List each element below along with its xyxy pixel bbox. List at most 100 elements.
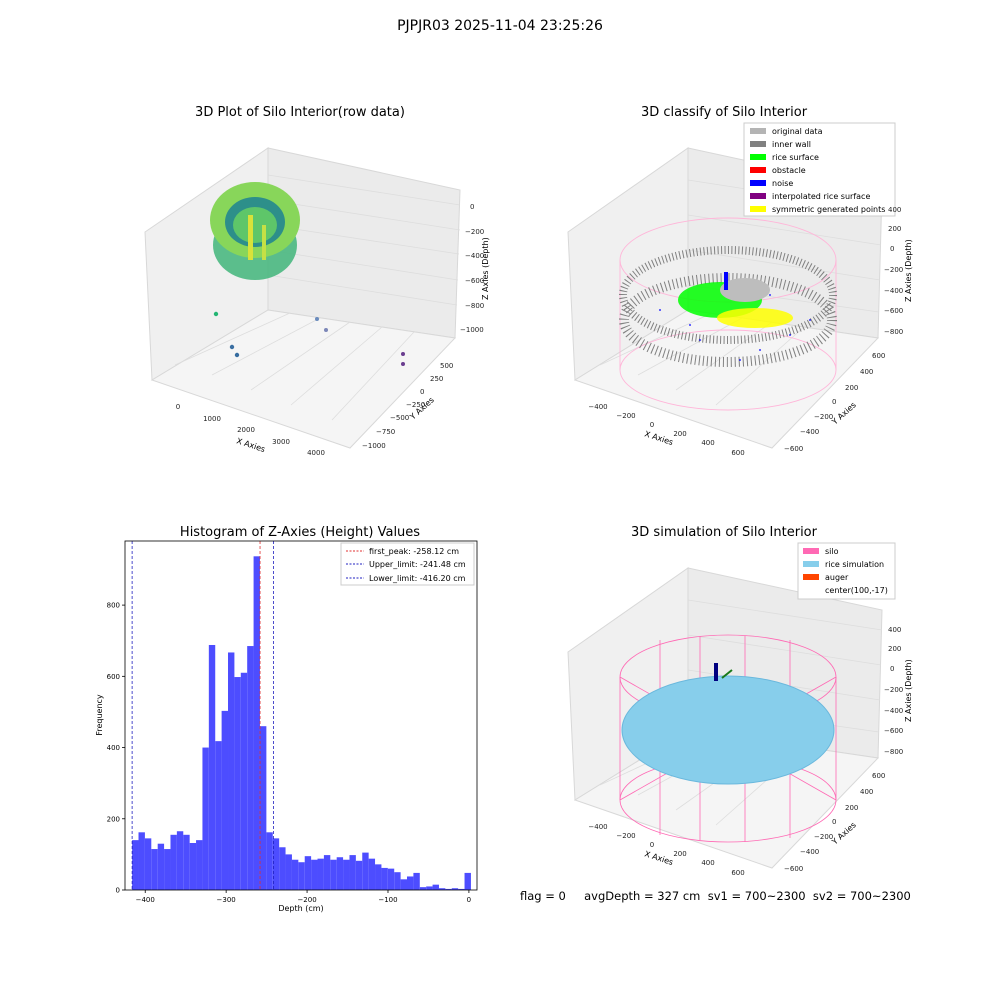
sim-ztick: −800 — [884, 748, 903, 756]
histogram-frame — [124, 540, 478, 891]
histogram-bar — [234, 677, 241, 890]
sim-xlabel: X Axies — [643, 849, 674, 867]
histogram-bar — [387, 868, 395, 890]
histogram-bar — [215, 741, 222, 890]
sim-ytick: 600 — [872, 772, 885, 780]
histogram-bar — [266, 832, 273, 890]
sim-ytick: −600 — [784, 865, 803, 873]
histogram-yticks: 0 200 400 600 800 — [107, 602, 125, 895]
sim-ztick: 200 — [888, 645, 901, 653]
raw-ztick: −200 — [465, 228, 484, 236]
histogram-bar — [438, 888, 446, 890]
histogram-title: Histogram of Z-Axies (Height) Values — [180, 525, 420, 540]
classify-original-data — [720, 278, 770, 302]
classify-inner-wall — [619, 246, 837, 367]
legend-label: Upper_limit: -241.48 cm — [369, 560, 466, 569]
legend-label: rice simulation — [825, 560, 884, 569]
histogram-bar — [362, 852, 369, 890]
raw-ytick: 250 — [430, 375, 443, 383]
classify-xtick: 0 — [650, 421, 654, 429]
histogram-bar — [247, 646, 254, 890]
classify-ytick: −600 — [784, 445, 803, 453]
raw-ytick: 0 — [420, 388, 424, 396]
raw-ztick: −400 — [465, 252, 484, 260]
raw-grid — [174, 174, 461, 421]
histogram-ytick-label: 800 — [107, 602, 120, 610]
histogram-bar — [132, 840, 139, 890]
raw-xtick: 4000 — [307, 449, 325, 457]
sim-ztick: −400 — [884, 707, 903, 715]
histogram-bar — [419, 887, 427, 890]
legend-label: inner wall — [772, 140, 811, 149]
histogram-bar — [375, 864, 382, 890]
legend-swatch-rice-surface — [750, 154, 766, 160]
legend-swatch-noise — [750, 180, 766, 186]
classify-ytick: 400 — [860, 368, 873, 376]
sim-ztick: 0 — [890, 665, 894, 673]
raw-plot-title: 3D Plot of Silo Interior(row data) — [195, 105, 405, 120]
raw-xtick: 2000 — [237, 426, 255, 434]
classify-noise-column — [724, 272, 728, 290]
sim-yticks: 600 400 200 0 −200 −400 −600 — [784, 772, 885, 873]
classify-floor-pane — [573, 309, 880, 449]
histogram-xtick-label: −200 — [297, 896, 316, 904]
histogram-bar — [407, 876, 414, 890]
histogram-xticks: −400 −300 −200 −100 0 — [136, 890, 471, 904]
legend-swatch-symmetric — [750, 206, 766, 212]
raw-ytick: −1000 — [362, 442, 386, 450]
legend-label: Lower_limit: -416.20 cm — [369, 574, 466, 583]
raw-floor-pane — [150, 309, 457, 449]
classify-zticks: 400 200 0 −200 −400 −600 −800 — [884, 206, 903, 336]
raw-ztick: 0 — [470, 203, 474, 211]
histogram-bar — [426, 886, 433, 890]
histogram-ytick-label: 200 — [107, 815, 120, 823]
histogram-bar — [291, 859, 299, 890]
histogram-xtick-label: −100 — [378, 896, 397, 904]
legend-swatch-original — [750, 128, 766, 134]
raw-ztick: −800 — [465, 302, 484, 310]
histogram-bars — [132, 556, 471, 890]
legend-label: noise — [772, 179, 793, 188]
classify-xtick: 200 — [673, 430, 686, 438]
histogram-bar — [157, 843, 165, 890]
histogram-bar — [202, 747, 209, 890]
histogram-ytick-label: 0 — [116, 887, 120, 895]
histogram-bar — [138, 832, 145, 890]
legend-label: interpolated rice surface — [772, 192, 870, 201]
classify-ytick: 0 — [832, 398, 836, 406]
classify-ytick: 200 — [845, 384, 858, 392]
histogram-legend: first_peak: -258.12 cm Upper_limit: -241… — [340, 542, 475, 586]
histogram-xtick-label: 0 — [467, 896, 471, 904]
histogram-bar — [413, 872, 420, 890]
raw-xticks: 0 1000 2000 3000 4000 — [176, 403, 325, 457]
classify-ztick: 400 — [888, 206, 901, 214]
histogram-bar — [445, 888, 452, 890]
raw-xtick: 3000 — [272, 438, 290, 446]
sim-ztick: −200 — [884, 686, 903, 694]
legend-swatch-obstacle — [750, 167, 766, 173]
figure-title: PJPJR03 2025-11-04 23:25:26 — [397, 18, 603, 34]
legend-label: silo — [825, 547, 839, 556]
classify-ytick: −400 — [800, 428, 819, 436]
raw-ytick: −500 — [390, 414, 409, 422]
classify-ztick: −800 — [884, 328, 903, 336]
histogram-bar — [400, 879, 408, 890]
histogram-bar — [368, 858, 376, 890]
histogram-bar — [355, 860, 363, 890]
histogram-bar — [259, 726, 267, 890]
histogram-bar — [170, 834, 177, 890]
legend-label: auger — [825, 573, 849, 582]
sim-xtick: −400 — [588, 823, 607, 831]
raw-point-cloud — [210, 182, 405, 366]
legend-swatch-silo — [803, 548, 819, 554]
histogram-bar — [317, 858, 324, 890]
sim-ytick: 200 — [845, 804, 858, 812]
classify-ztick: 0 — [890, 245, 894, 253]
raw-xtick: 0 — [176, 403, 180, 411]
sim-zlabel: Z Axies (Depth) — [904, 659, 913, 722]
histogram-bar — [394, 872, 401, 890]
